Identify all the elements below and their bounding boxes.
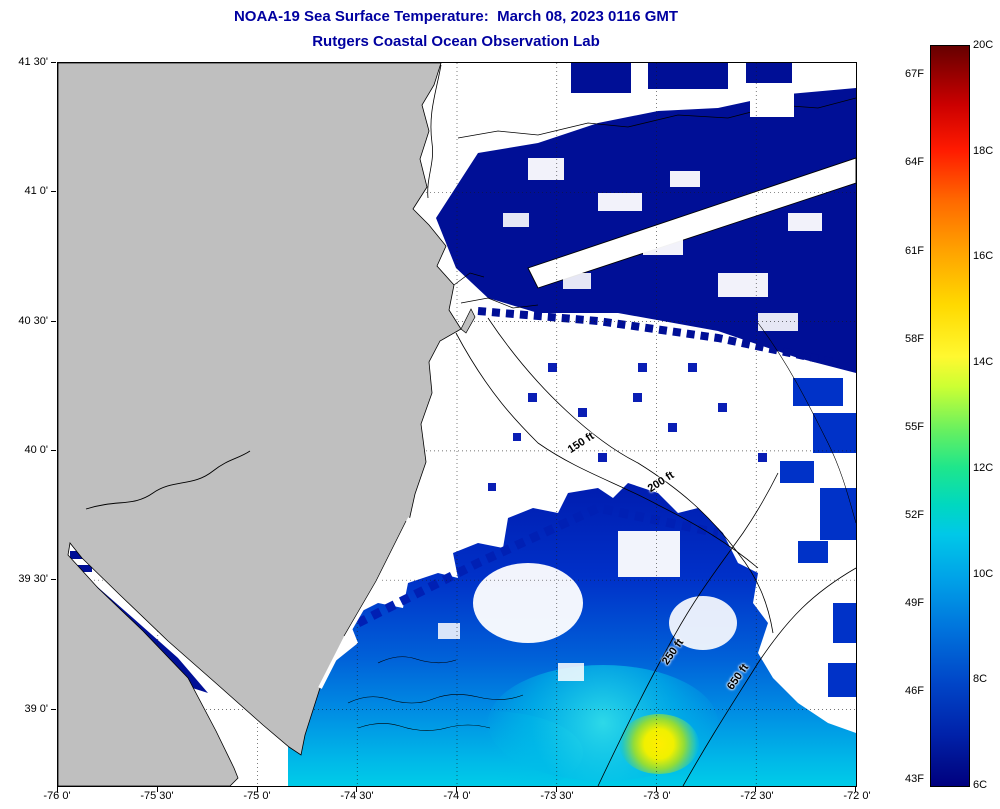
x-tick-mark: [555, 787, 557, 792]
page-subtitle: Rutgers Coastal Ocean Observation Lab: [312, 33, 600, 50]
x-tick-label: -74 0': [443, 790, 471, 802]
colorbar-f-label: 64F: [905, 156, 924, 169]
colorbar-f-label: 61F: [905, 244, 924, 257]
x-tick-mark: [57, 787, 58, 792]
x-tick-label: -73 0': [643, 790, 671, 802]
y-tick-label: 41 0': [24, 185, 48, 198]
x-tick-mark: [456, 787, 457, 792]
y-tick-mark: [51, 191, 56, 193]
y-tick-label: 40 0': [24, 443, 48, 456]
colorbar-c-label: 6C: [973, 778, 988, 791]
bathymetry-contours: [347, 272, 856, 786]
colorbar-f-label: 43F: [905, 773, 924, 786]
colorbar-c-label: 10C: [973, 567, 994, 580]
colorbar-f-label: 52F: [905, 508, 924, 521]
y-tick-label: 39 0': [24, 702, 48, 715]
colorbar-f-label: 67F: [905, 68, 924, 81]
y-tick-mark: [51, 579, 56, 581]
right-edge-patches: [780, 378, 856, 697]
colorbar-f-label: 58F: [905, 332, 924, 345]
x-tick-label: -75 30': [140, 790, 174, 802]
colorbar-c-label: 20C: [973, 39, 994, 51]
x-tick-label: -75 0': [243, 790, 271, 802]
y-tick-label: 40 30': [18, 314, 48, 327]
colorbar-fahrenheit-labels: 67F 64F 61F 58F 55F 52F 49F 46F 43F: [862, 45, 924, 785]
x-tick-label: -74 30': [340, 790, 374, 802]
x-axis-labels: -76 0' -75 30' -75 0' -74 30' -74 0' -73 30' -…: [43, 790, 870, 806]
x-tick-label: -73 30': [540, 790, 574, 802]
x-tick-label: -72 0': [843, 790, 871, 802]
map-plot-area: 150 ft 200 ft 250 ft 650 ft: [57, 62, 857, 787]
x-tick-mark: [156, 787, 158, 792]
sst-field-south: [288, 483, 856, 786]
y-tick-mark: [51, 708, 56, 710]
sst-field-north: [436, 63, 856, 697]
x-tick-mark: [256, 787, 258, 792]
page-title: NOAA-19 Sea Surface Temperature: March 0…: [233, 8, 679, 25]
x-tick-label: -76 0': [43, 790, 71, 802]
y-tick-mark: [51, 320, 56, 322]
x-tick-label: -72 30': [740, 790, 774, 802]
colorbar-f-label: 55F: [905, 420, 924, 433]
x-tick-mark: [356, 787, 358, 792]
colorbar-c-label: 12C: [973, 461, 994, 474]
y-tick-label: 39 30': [18, 573, 48, 586]
y-tick-mark: [51, 449, 56, 451]
colorbar-c-label: 16C: [973, 250, 994, 263]
land-mask: [58, 63, 476, 786]
colorbar: [930, 45, 970, 787]
y-tick-mark: [51, 62, 56, 63]
colorbar-c-label: 14C: [973, 356, 994, 369]
y-tick-label: 41 30': [18, 56, 48, 68]
x-tick-mark: [855, 787, 856, 792]
sst-map-art: [58, 63, 856, 786]
colorbar-f-label: 46F: [905, 685, 924, 698]
colorbar-c-label: 18C: [973, 144, 994, 157]
y-axis-labels: 41 30' 41 0' 40 30' 40 0' 39 30' 39 0': [0, 56, 52, 785]
x-tick-mark: [655, 787, 657, 792]
colorbar-celsius-labels: 20C 18C 16C 14C 12C 10C 8C 6C: [973, 39, 1000, 791]
x-tick-mark: [755, 787, 757, 792]
colorbar-c-label: 8C: [973, 673, 988, 686]
colorbar-f-label: 49F: [905, 596, 924, 609]
